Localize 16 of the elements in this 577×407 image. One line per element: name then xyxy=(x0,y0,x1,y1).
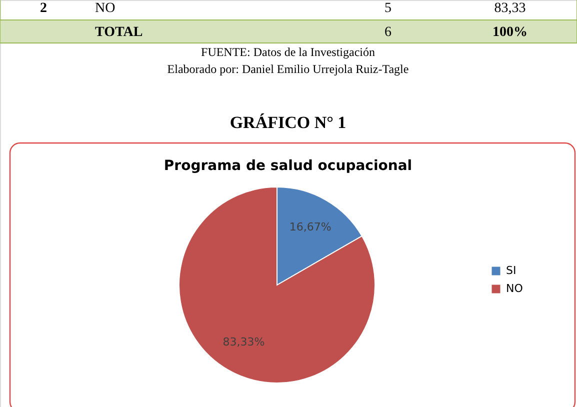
text: 100% xyxy=(492,25,528,40)
legend-label: SI xyxy=(506,264,516,277)
chart-subtitle: GRÁFICO N° 1 xyxy=(230,113,346,132)
text: TOTAL xyxy=(95,25,143,40)
text: NO xyxy=(95,1,116,16)
source-note: FUENTE: Datos de la Investigación xyxy=(201,45,375,59)
text: 83,33 xyxy=(494,1,526,16)
text: 6 xyxy=(384,25,392,40)
data-label: 16,67% xyxy=(289,220,332,234)
legend-label: NO xyxy=(506,282,524,295)
data-label: 83,33% xyxy=(222,336,265,349)
text: Elaborado por: Daniel Emilio Urrejola Ruiz-Tagle xyxy=(167,62,409,76)
pie-slice xyxy=(178,186,376,384)
text: 2 xyxy=(40,1,47,16)
chart-title: Programa de salud ocupacional xyxy=(164,158,412,174)
text: 5 xyxy=(384,1,392,16)
